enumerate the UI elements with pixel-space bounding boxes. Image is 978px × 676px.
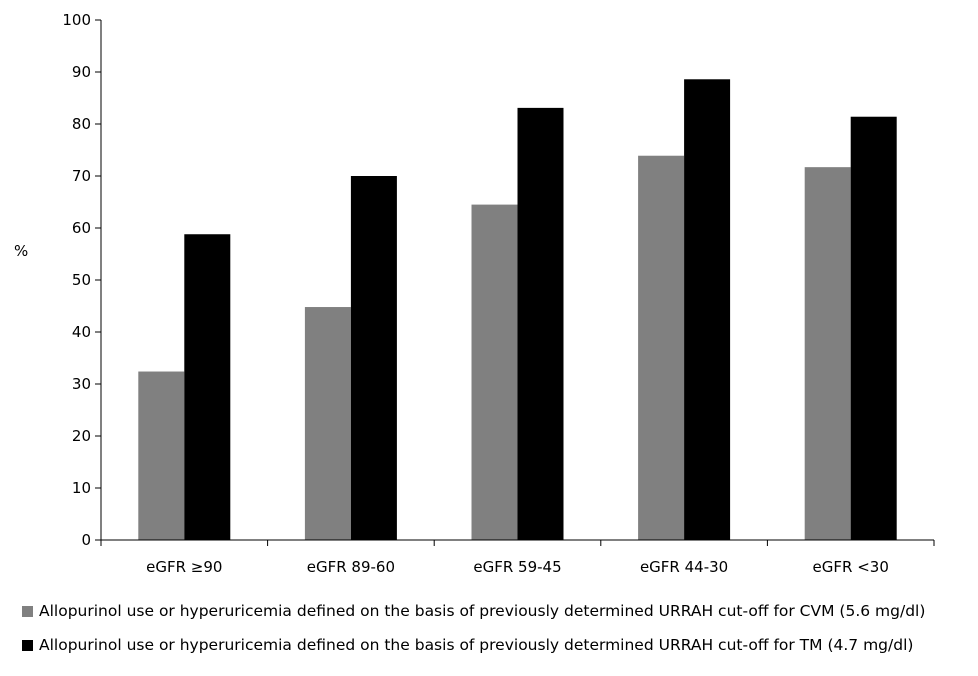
bar-tm [850,116,897,540]
legend-item-tm: Allopurinol use or hyperuricemia defined… [22,634,925,656]
y-tick-label: 0 [81,531,91,549]
x-category-label: eGFR <30 [813,558,889,576]
bars [138,79,897,541]
legend-swatch-cvm [22,605,33,617]
y-axis-ticks: 0 10 20 30 40 50 60 70 80 90 100 [62,11,101,549]
y-axis-label: % [14,242,28,260]
bar-tm [184,234,231,541]
bar-cvm [638,155,685,540]
bar-tm [350,176,397,540]
axes [100,20,934,541]
legend: Allopurinol use or hyperuricemia defined… [22,600,925,668]
bar-tm [517,107,564,540]
y-tick-label: 90 [72,63,91,81]
bar-cvm [304,307,351,540]
bar-cvm [138,371,185,540]
bar-cvm [804,167,851,540]
x-category-label: eGFR 59-45 [473,558,561,576]
y-tick-label: 60 [72,219,91,237]
y-tick-label: 10 [72,479,91,497]
bar-chart: % 0 10 20 30 40 50 60 70 80 90 100 eGFR ≥90 eGFR 89… [14,11,935,576]
y-tick-label: 70 [72,167,91,185]
bar-cvm [471,204,518,540]
y-tick-label: 50 [72,271,91,289]
legend-swatch-tm [22,639,33,651]
y-tick-label: 100 [62,11,91,29]
x-category-label: eGFR 44-30 [640,558,728,576]
x-axis-categories: eGFR ≥90 eGFR 89-60 eGFR 59-45 eGFR 44-30 eG… [100,540,935,576]
y-tick-label: 20 [72,427,91,445]
bar-tm [684,79,731,540]
x-category-label: eGFR ≥90 [146,558,222,576]
legend-item-cvm: Allopurinol use or hyperuricemia defined… [22,600,925,622]
y-tick-label: 40 [72,323,91,341]
x-category-label: eGFR 89-60 [307,558,395,576]
y-tick-label: 80 [72,115,91,133]
y-tick-label: 30 [72,375,91,393]
legend-label-cvm: Allopurinol use or hyperuricemia defined… [39,602,926,620]
legend-label-tm: Allopurinol use or hyperuricemia defined… [39,636,914,654]
